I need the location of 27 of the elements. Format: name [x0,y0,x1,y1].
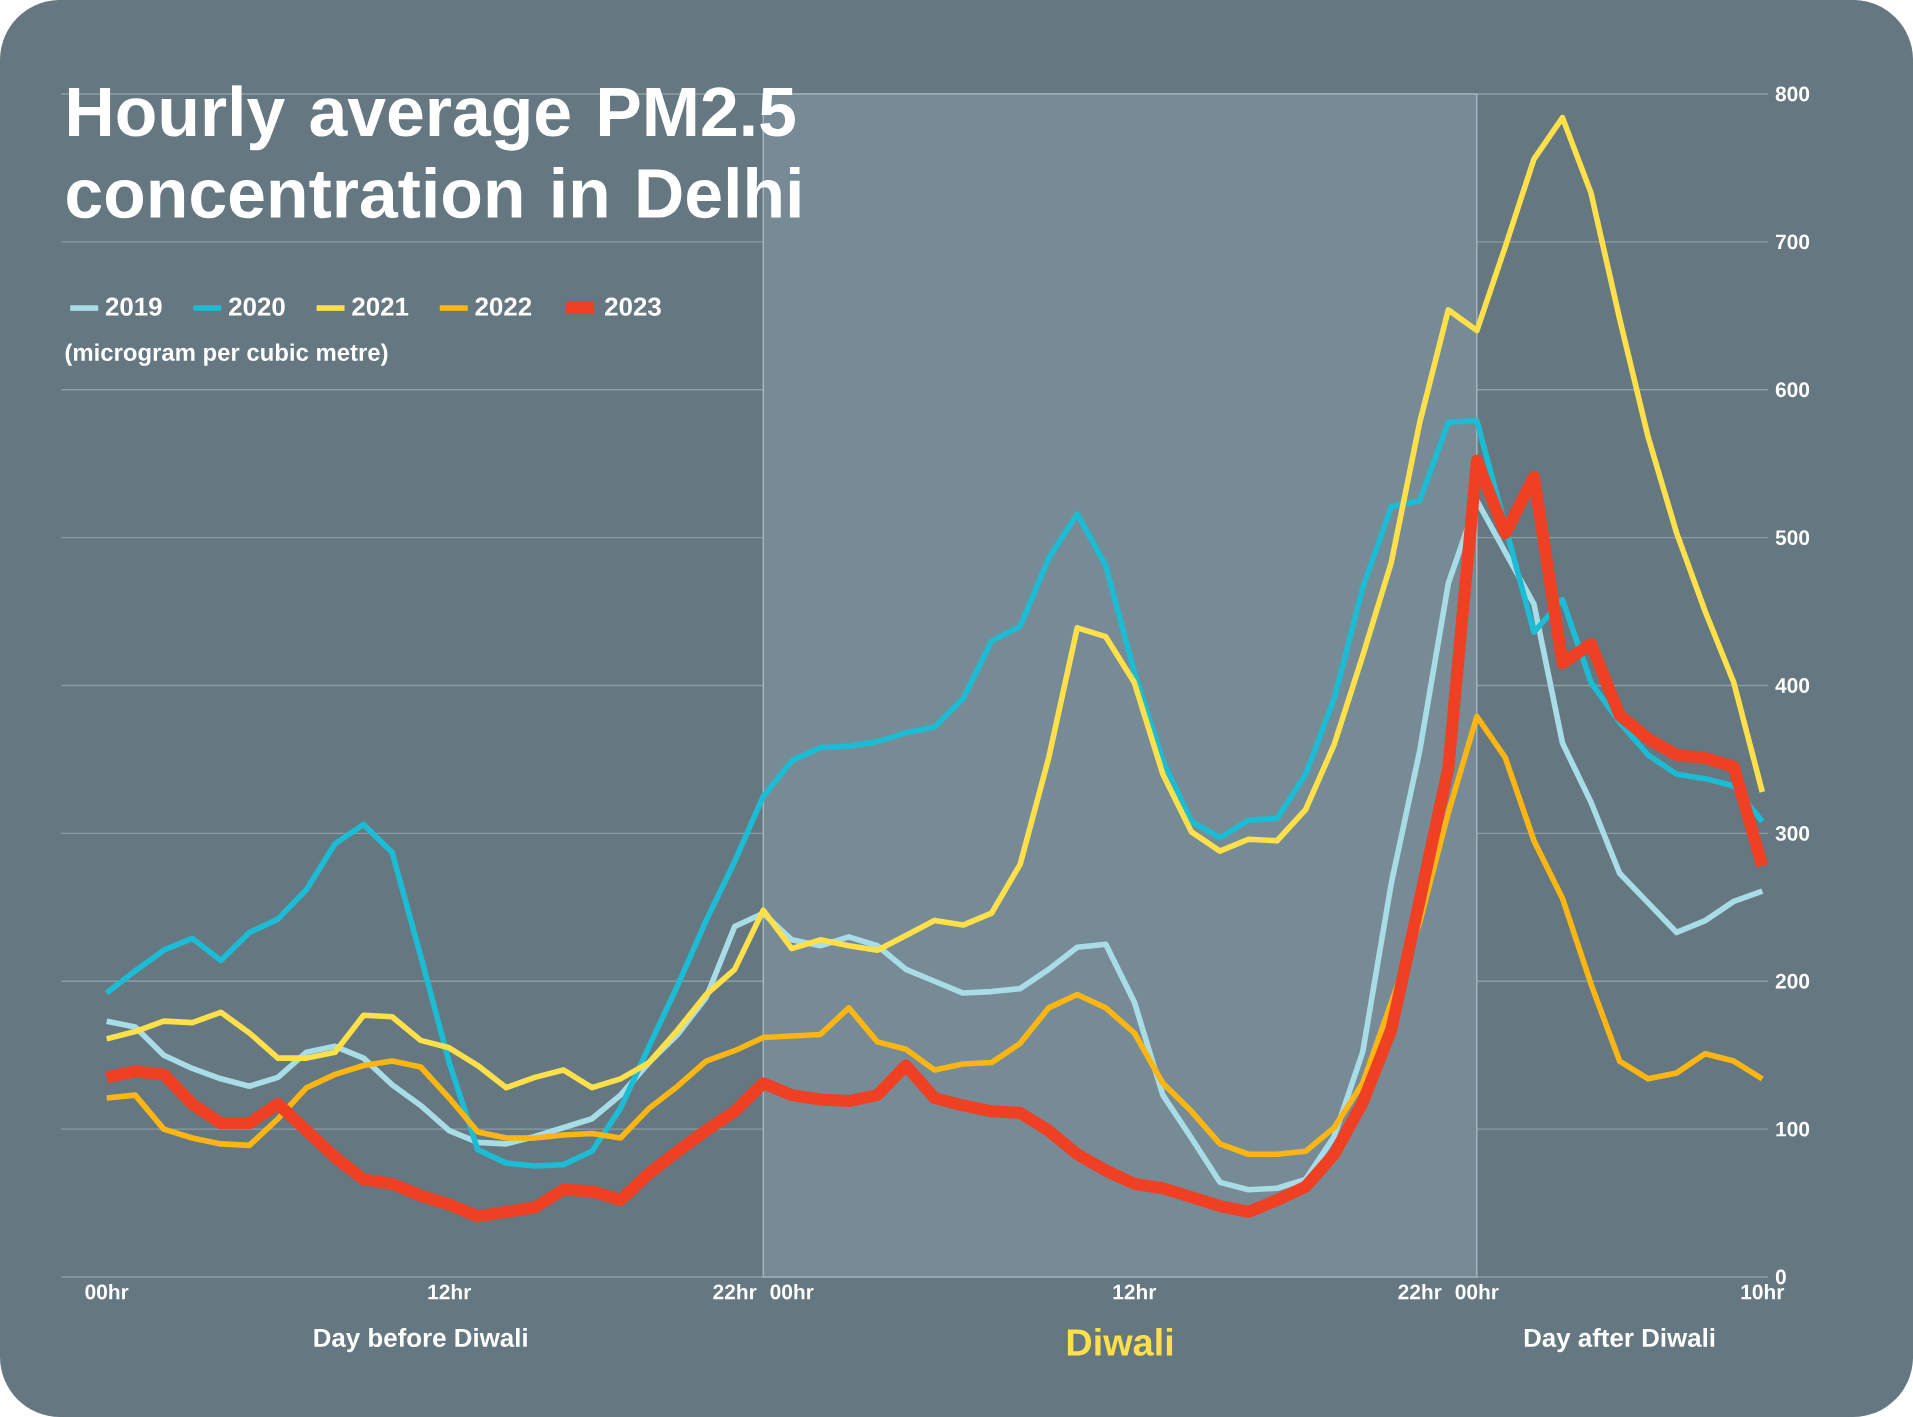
chart-title: Hourly average PM2.5 concentration in Delhi [67,85,800,219]
y-tick-label: 700 [1775,234,1810,250]
y-tick-label: 300 [1775,825,1810,841]
y-tick-label: 800 [1775,86,1810,102]
text: Day before Diwali [314,1328,527,1353]
x-tick-label: 10hr [1741,1284,1785,1300]
legend-label: 2021 [352,297,409,316]
x-tick-label: 12hr [428,1284,471,1300]
text: Diwali [1067,1328,1173,1356]
x-tick-label: 22hr [1398,1284,1442,1300]
y-tick-label: 100 [1776,1121,1810,1137]
y-tick-label: 500 [1775,530,1810,546]
y-tick-label: 200 [1775,973,1810,989]
y-tick-label: 600 [1775,382,1810,398]
x-tick-label: 00hr [1455,1284,1499,1300]
x-tick-label: 22hr [713,1284,757,1300]
y-tick-label: 400 [1775,678,1810,693]
legend-label: 2020 [229,297,285,316]
x-tick-label: 12hr [1113,1284,1157,1300]
legend-label: 2019 [105,297,162,316]
y-axis-title: (microgram per cubic metre) [65,343,388,366]
x-tick-label: 00hr [85,1284,129,1300]
text: Day after Diwali [1524,1328,1715,1353]
legend-label: 2022 [475,297,532,316]
x-tick-label: 00hr [770,1284,814,1300]
legend-label: 2023 [605,297,661,316]
y-tick-label: 0 [1775,1269,1786,1285]
